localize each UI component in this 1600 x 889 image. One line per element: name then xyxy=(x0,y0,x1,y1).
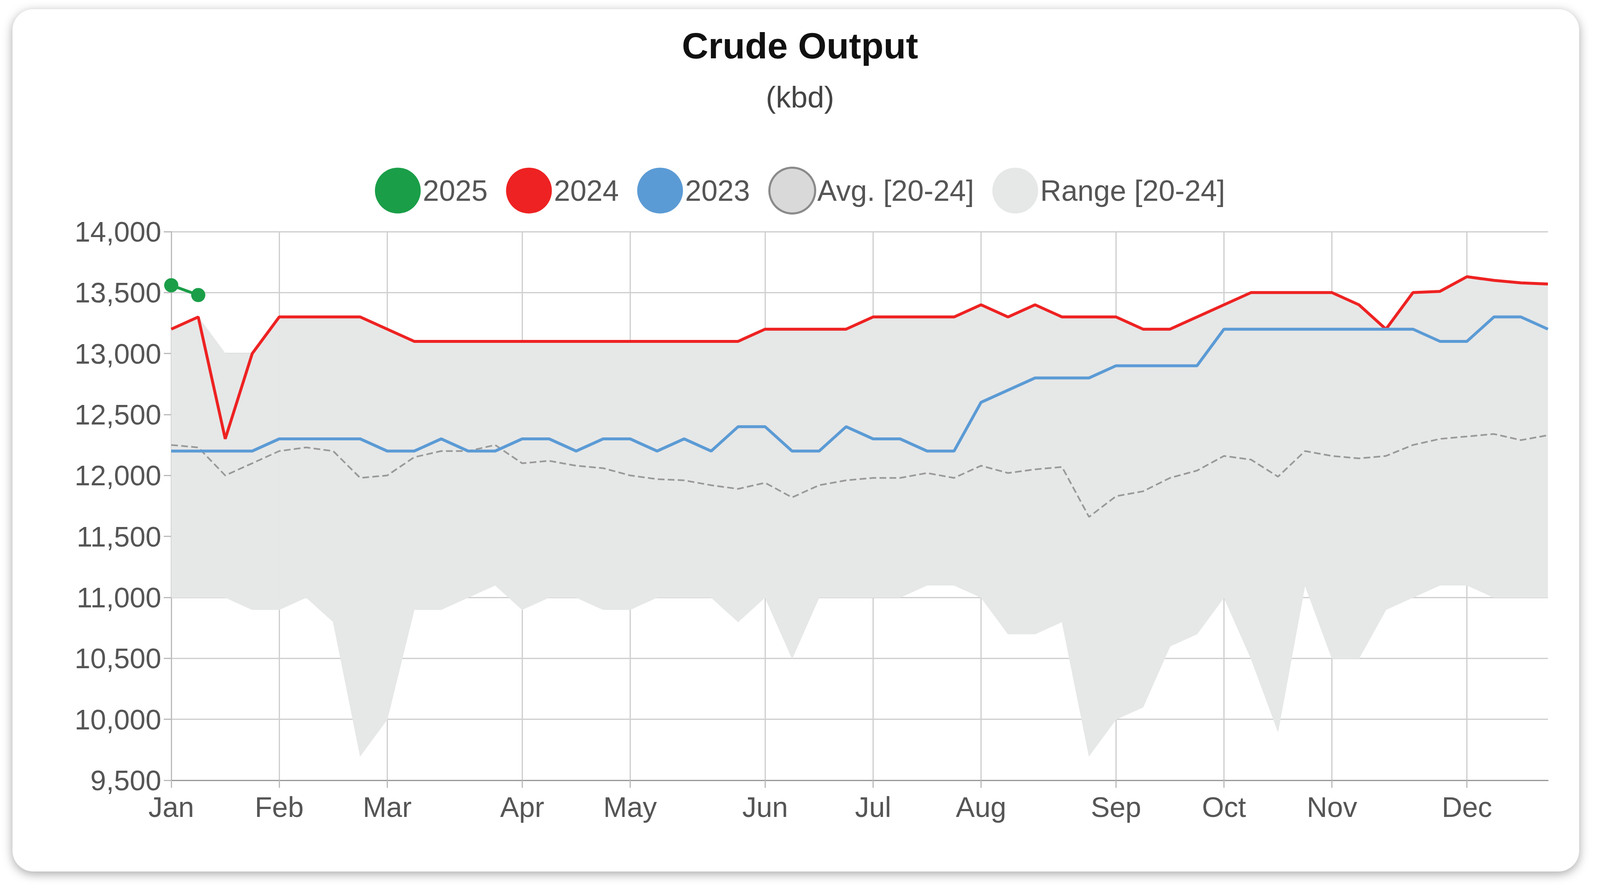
svg-text:May: May xyxy=(603,791,657,823)
svg-text:Avg. [20-24]: Avg. [20-24] xyxy=(817,174,974,208)
svg-text:Dec: Dec xyxy=(1441,791,1493,823)
svg-text:Aug: Aug xyxy=(955,791,1007,823)
svg-text:2025: 2025 xyxy=(422,174,488,208)
svg-text:2024: 2024 xyxy=(553,174,619,208)
svg-text:Oct: Oct xyxy=(1202,791,1247,823)
svg-text:Range [20-24]: Range [20-24] xyxy=(1040,174,1226,208)
svg-text:11,500: 11,500 xyxy=(76,520,162,553)
svg-text:11,000: 11,000 xyxy=(76,581,162,614)
svg-text:Crude Output: Crude Output xyxy=(681,25,918,67)
svg-text:Feb: Feb xyxy=(255,791,304,823)
svg-text:9,500: 9,500 xyxy=(90,764,162,797)
svg-text:12,000: 12,000 xyxy=(74,459,162,492)
svg-text:(kbd): (kbd) xyxy=(765,80,835,114)
svg-text:Nov: Nov xyxy=(1306,791,1358,823)
svg-text:10,000: 10,000 xyxy=(74,703,162,736)
svg-text:13,000: 13,000 xyxy=(74,337,162,370)
svg-text:Jun: Jun xyxy=(742,791,788,823)
svg-text:2023: 2023 xyxy=(685,174,750,208)
svg-text:14,000: 14,000 xyxy=(74,215,162,248)
svg-text:Mar: Mar xyxy=(362,791,412,823)
svg-text:Sep: Sep xyxy=(1090,791,1142,823)
svg-text:12,500: 12,500 xyxy=(74,398,162,431)
svg-text:Jul: Jul xyxy=(855,791,892,823)
svg-text:10,500: 10,500 xyxy=(74,642,162,675)
svg-text:13,500: 13,500 xyxy=(74,276,162,309)
svg-text:Apr: Apr xyxy=(500,791,545,823)
svg-text:Jan: Jan xyxy=(148,791,195,823)
